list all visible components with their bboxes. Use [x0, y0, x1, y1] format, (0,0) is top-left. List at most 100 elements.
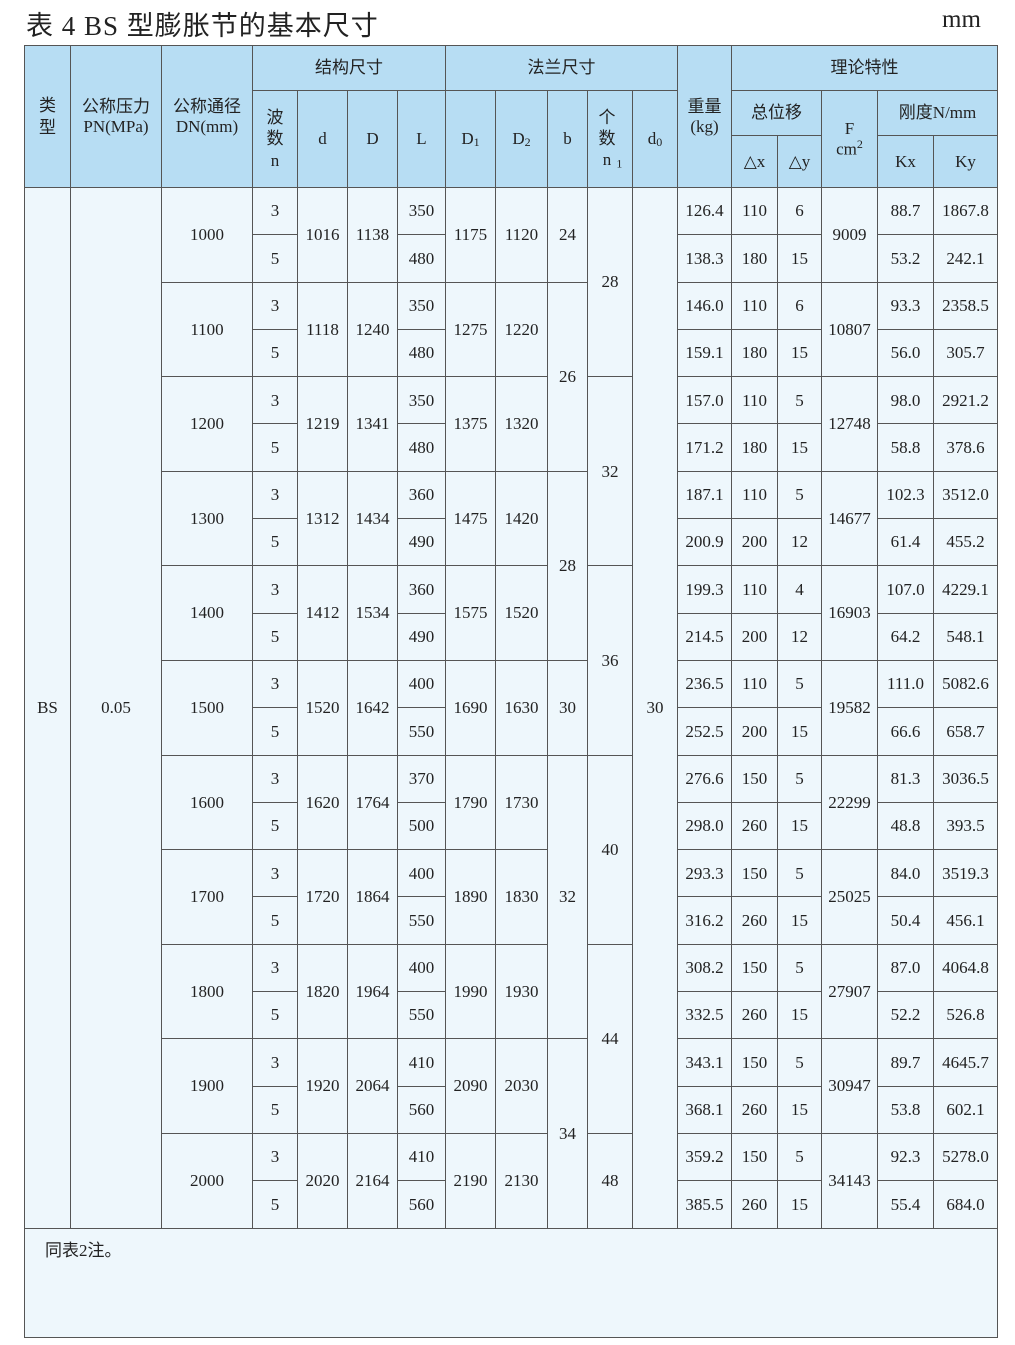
dx-cell: 180 — [731, 423, 779, 472]
table-row: 5 480 159.1 180 15 56.0 305.7 — [25, 328, 999, 378]
weight-cell: 157.0 — [677, 376, 733, 425]
ky-cell: 602.1 — [933, 1085, 999, 1134]
D2-cell: 1220 — [495, 281, 548, 378]
header-type: 类型 — [24, 45, 71, 188]
dy-cell: 5 — [777, 376, 823, 425]
table-row: 5 550 252.5 200 15 66.6 658.7 — [25, 707, 999, 756]
L-cell: 350 — [397, 281, 446, 330]
kx-cell: 64.2 — [877, 612, 935, 661]
d-cell: 1118 — [297, 281, 348, 378]
dx-cell: 260 — [731, 991, 779, 1040]
weight-cell: 298.0 — [677, 801, 733, 851]
kx-cell: 84.0 — [877, 849, 935, 898]
dn-cell: 1700 — [161, 849, 253, 945]
D1-cell: 1690 — [445, 659, 496, 756]
L-cell: 400 — [397, 849, 446, 898]
dy-cell: 6 — [777, 186, 823, 236]
b-cell: 24 — [547, 187, 588, 283]
dx-cell: 180 — [731, 328, 779, 378]
D-cell: 1138 — [347, 187, 398, 283]
ky-cell: 455.2 — [933, 518, 999, 567]
ky-cell: 4645.7 — [933, 1038, 999, 1087]
header-structure: 结构尺寸 — [252, 45, 446, 91]
table-row: 1700 3 1720 1864 400 1890 1830 293.3 150 5 25025 84… — [25, 849, 999, 945]
D-cell: 1764 — [347, 754, 398, 851]
weight-cell: 359.2 — [677, 1132, 733, 1182]
ky-cell: 3519.3 — [933, 849, 999, 898]
kx-cell: 89.7 — [877, 1038, 935, 1087]
D2-cell: 1420 — [495, 470, 548, 567]
weight-cell: 332.5 — [677, 991, 733, 1040]
kx-cell: 87.0 — [877, 943, 935, 993]
table-row: 5 480 138.3 180 15 53.2 242.1 — [25, 234, 999, 283]
table-row: 5 500 298.0 260 15 48.8 393.5 — [25, 801, 999, 851]
waves-cell: 5 — [252, 423, 298, 472]
table-row: 5 560 385.5 260 15 55.4 684.0 — [25, 1180, 999, 1229]
L-cell: 480 — [397, 234, 446, 283]
L-cell: 550 — [397, 991, 446, 1040]
d-cell: 1219 — [297, 376, 348, 472]
dn-cell: 1900 — [161, 1038, 253, 1134]
weight-cell: 308.2 — [677, 943, 733, 993]
waves-cell: 5 — [252, 991, 298, 1040]
waves-cell: 3 — [252, 470, 298, 520]
ky-cell: 3512.0 — [933, 470, 999, 520]
waves-cell: 3 — [252, 281, 298, 330]
d-cell: 1016 — [297, 187, 348, 283]
D2-cell: 1320 — [495, 376, 548, 472]
header-D2: D2 — [495, 90, 548, 188]
bolt-count-cell: 36 — [587, 565, 633, 756]
dy-cell: 6 — [777, 281, 823, 330]
waves-cell: 5 — [252, 896, 298, 945]
waves-cell: 5 — [252, 1085, 298, 1134]
b-cell: 28 — [547, 470, 588, 661]
F-cell: 12748 — [821, 376, 879, 472]
dx-cell: 110 — [731, 186, 779, 236]
header-D: D — [347, 90, 398, 188]
kx-cell: 48.8 — [877, 801, 935, 851]
dy-cell: 15 — [777, 234, 823, 283]
L-cell: 370 — [397, 754, 446, 803]
ky-cell: 1867.8 — [933, 186, 999, 236]
table-row: 1200 3 1219 1341 350 1375 1320 32 157.0 110 5 12748… — [25, 376, 999, 567]
pressure-cell: 0.05 — [70, 187, 162, 1229]
dx-cell: 110 — [731, 565, 779, 614]
D1-cell: 1175 — [445, 187, 496, 283]
weight-cell: 159.1 — [677, 328, 733, 378]
kx-cell: 58.8 — [877, 423, 935, 472]
table-row: BS 0.05 1000 3 1016 1138 350 1175 1120 24 28 30 126.… — [24, 186, 999, 1229]
table-row: 1800 3 1820 1964 400 1990 1930 44 308.2 150 5 27907… — [25, 943, 999, 1134]
L-cell: 550 — [397, 896, 446, 945]
D-cell: 1534 — [347, 565, 398, 661]
b-cell: 30 — [547, 659, 588, 756]
bolt-count-cell: 48 — [587, 1132, 633, 1229]
header-stiffness: 刚度N/mm — [877, 90, 999, 136]
bolt-count-cell: 28 — [587, 186, 633, 378]
dy-cell: 15 — [777, 991, 823, 1040]
L-cell: 500 — [397, 801, 446, 851]
D2-cell: 2030 — [495, 1038, 548, 1134]
b-cell: 32 — [547, 754, 588, 1040]
weight-cell: 214.5 — [677, 612, 733, 661]
kx-cell: 93.3 — [877, 281, 935, 330]
d-cell: 1312 — [297, 470, 348, 567]
D-cell: 1434 — [347, 470, 398, 567]
ky-cell: 393.5 — [933, 801, 999, 851]
header-theory: 理论特性 — [731, 45, 999, 91]
header-kx: Kx — [877, 135, 935, 188]
weight-cell: 343.1 — [677, 1038, 733, 1087]
kx-cell: 111.0 — [877, 659, 935, 709]
D1-cell: 1990 — [445, 943, 496, 1040]
d-cell: 1720 — [297, 849, 348, 945]
dx-cell: 110 — [731, 281, 779, 330]
dy-cell: 4 — [777, 565, 823, 614]
dy-cell: 15 — [777, 1085, 823, 1134]
weight-cell: 171.2 — [677, 423, 733, 472]
kx-cell: 88.7 — [877, 186, 935, 236]
unit-label: mm — [942, 6, 981, 33]
header-pressure: 公称压力 PN(MPa) — [70, 45, 162, 188]
L-cell: 560 — [397, 1085, 446, 1134]
header-L: L — [397, 90, 446, 188]
waves-cell: 5 — [252, 612, 298, 661]
F-cell: 14677 — [821, 470, 879, 567]
